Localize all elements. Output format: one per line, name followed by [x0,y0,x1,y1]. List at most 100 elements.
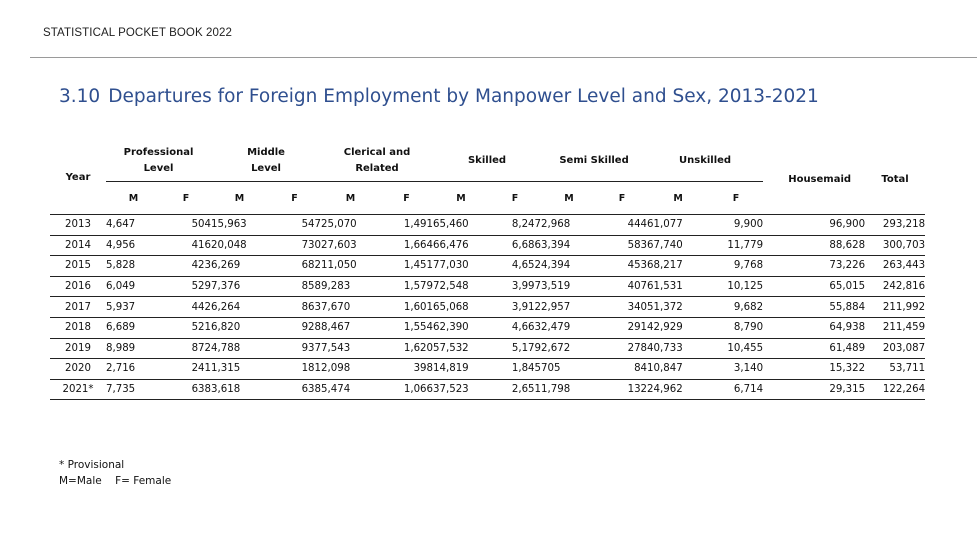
female-value-cell: 3,912 [489,296,542,318]
male-value-cell: 11,050 [321,255,381,277]
male-value-cell: 66,476 [433,234,490,256]
table-title-text: Departures for Foreign Employment by Man… [108,86,819,107]
female-value-cell: 1,620 [380,337,434,359]
female-value-cell: 291 [597,316,648,339]
table-row: 2013 4,647 504 15,963 547 25,070 1,491 65,460 8,… [50,214,926,236]
male-value-cell: 7,376 [211,275,269,297]
female-value-cell: 9,768 [709,255,764,277]
total-cell: 300,703 [865,234,926,256]
table-row: 2014 4,956 416 20,048 730 27,603 1,664 66,476 6,… [50,234,926,256]
female-value-cell: 2,651 [489,378,542,401]
group-label-line2: Level [143,162,174,174]
female-value-cell: 4,663 [489,316,542,339]
male-value-cell: 25,070 [321,214,381,236]
female-value-cell: 340 [597,296,648,318]
male-value-cell: 705 [541,358,598,380]
sub-f: F [732,192,740,204]
male-value-cell: 1,798 [541,378,598,401]
year-cell: 2014 [50,234,106,256]
male-value-cell: 9,283 [321,275,381,297]
year-cell: 2019 [50,337,106,359]
total-cell: 293,218 [865,214,926,236]
male-value-cell: 2,479 [541,316,598,339]
male-value-cell: 57,532 [433,337,490,359]
female-value-cell: 863 [268,296,322,318]
group-professional: Professional Level [106,140,212,182]
table-row: 2021* 7,735 638 3,618 638 5,474 1,066 37,523 2,6… [50,378,926,401]
sub-m: M [345,192,356,204]
female-value-cell: 423 [161,255,212,277]
sub-m: M [673,192,683,204]
male-value-cell: 5,828 [106,255,161,277]
total-cell: 53,711 [865,358,926,380]
male-value-cell: 7,543 [321,337,381,359]
female-value-cell: 504 [161,214,212,236]
housemaid-cell: 88,628 [763,234,866,256]
female-value-cell: 6,714 [709,378,764,401]
male-value-cell: 6,264 [211,296,269,318]
male-value-cell: 7,670 [321,296,381,318]
male-value-cell: 4,788 [211,337,269,359]
sub-m: M [234,192,245,204]
male-value-cell: 6,049 [106,275,161,297]
housemaid-cell: 96,900 [763,214,866,236]
female-value-cell: 398 [380,358,434,380]
group-label-line1: Clerical and [343,146,411,158]
table-row: 2015 5,828 423 6,269 682 11,050 1,451 77,030 4,6… [50,255,926,277]
sub-f: F [291,192,298,204]
female-value-cell: 937 [268,337,322,359]
group-semi-skilled: Semi Skilled [541,140,648,182]
header-divider [30,57,977,58]
table-title: 3.10 Departures for Foreign Employment by… [59,86,819,107]
male-value-cell: 3,519 [541,275,598,297]
table-number: 3.10 [59,86,101,107]
group-label-line2: Related [355,162,399,174]
table-row: 2017 5,937 442 6,264 863 7,670 1,601 65,068 3,91… [50,296,926,318]
year-cell: 2020 [50,358,106,380]
female-value-cell: 132 [597,378,648,401]
group-label-line1: Middle [247,146,285,158]
housemaid-cell: 73,226 [763,255,866,277]
male-value-cell: 72,548 [433,275,490,297]
total-cell: 211,992 [865,296,926,318]
header-title: STATISTICAL POCKET BOOK 2022 [43,27,232,39]
male-value-cell: 5,474 [321,378,381,401]
female-value-cell: 1,664 [380,234,434,256]
female-value-cell: 547 [268,214,322,236]
female-value-cell: 3,997 [489,275,542,297]
female-value-cell: 8,790 [709,316,764,339]
total-cell: 211,459 [865,316,926,339]
female-value-cell: 1,554 [380,316,434,339]
male-value-cell: 2,716 [106,358,161,380]
female-value-cell: 583 [597,234,648,256]
male-value-cell: 67,740 [647,234,710,256]
sub-m: M [456,192,466,204]
female-value-cell: 1,601 [380,296,434,318]
female-value-cell: 521 [161,316,212,339]
female-value-cell: 278 [597,337,648,359]
male-value-cell: 27,603 [321,234,381,256]
female-value-cell: 638 [268,378,322,401]
female-value-cell: 1,579 [380,275,434,297]
male-value-cell: 4,394 [541,255,598,277]
year-cell: 2018 [50,316,106,339]
female-value-cell: 872 [161,337,212,359]
male-value-cell: 6,269 [211,255,269,277]
female-value-cell: 1,845 [489,358,542,380]
male-value-cell: 62,390 [433,316,490,339]
female-value-cell: 8,247 [489,214,542,236]
sex-legend-note: M=Male F= Female [59,475,172,487]
housemaid-header: Housemaid [788,173,852,185]
male-value-cell: 37,523 [433,378,490,401]
housemaid-cell: 15,322 [763,358,866,380]
year-cell: 2015 [50,255,106,277]
table-row: 2019 8,989 872 4,788 937 7,543 1,620 57,532 5,17… [50,337,926,359]
group-unskilled: Unskilled [647,140,764,182]
sub-f: F [403,192,410,204]
housemaid-cell: 64,938 [763,316,866,339]
male-value-cell: 2,098 [321,358,381,380]
female-value-cell: 1,491 [380,214,434,236]
male-value-cell: 65,460 [433,214,490,236]
male-value-cell: 6,689 [106,316,161,339]
male-value-cell: 24,962 [647,378,710,401]
